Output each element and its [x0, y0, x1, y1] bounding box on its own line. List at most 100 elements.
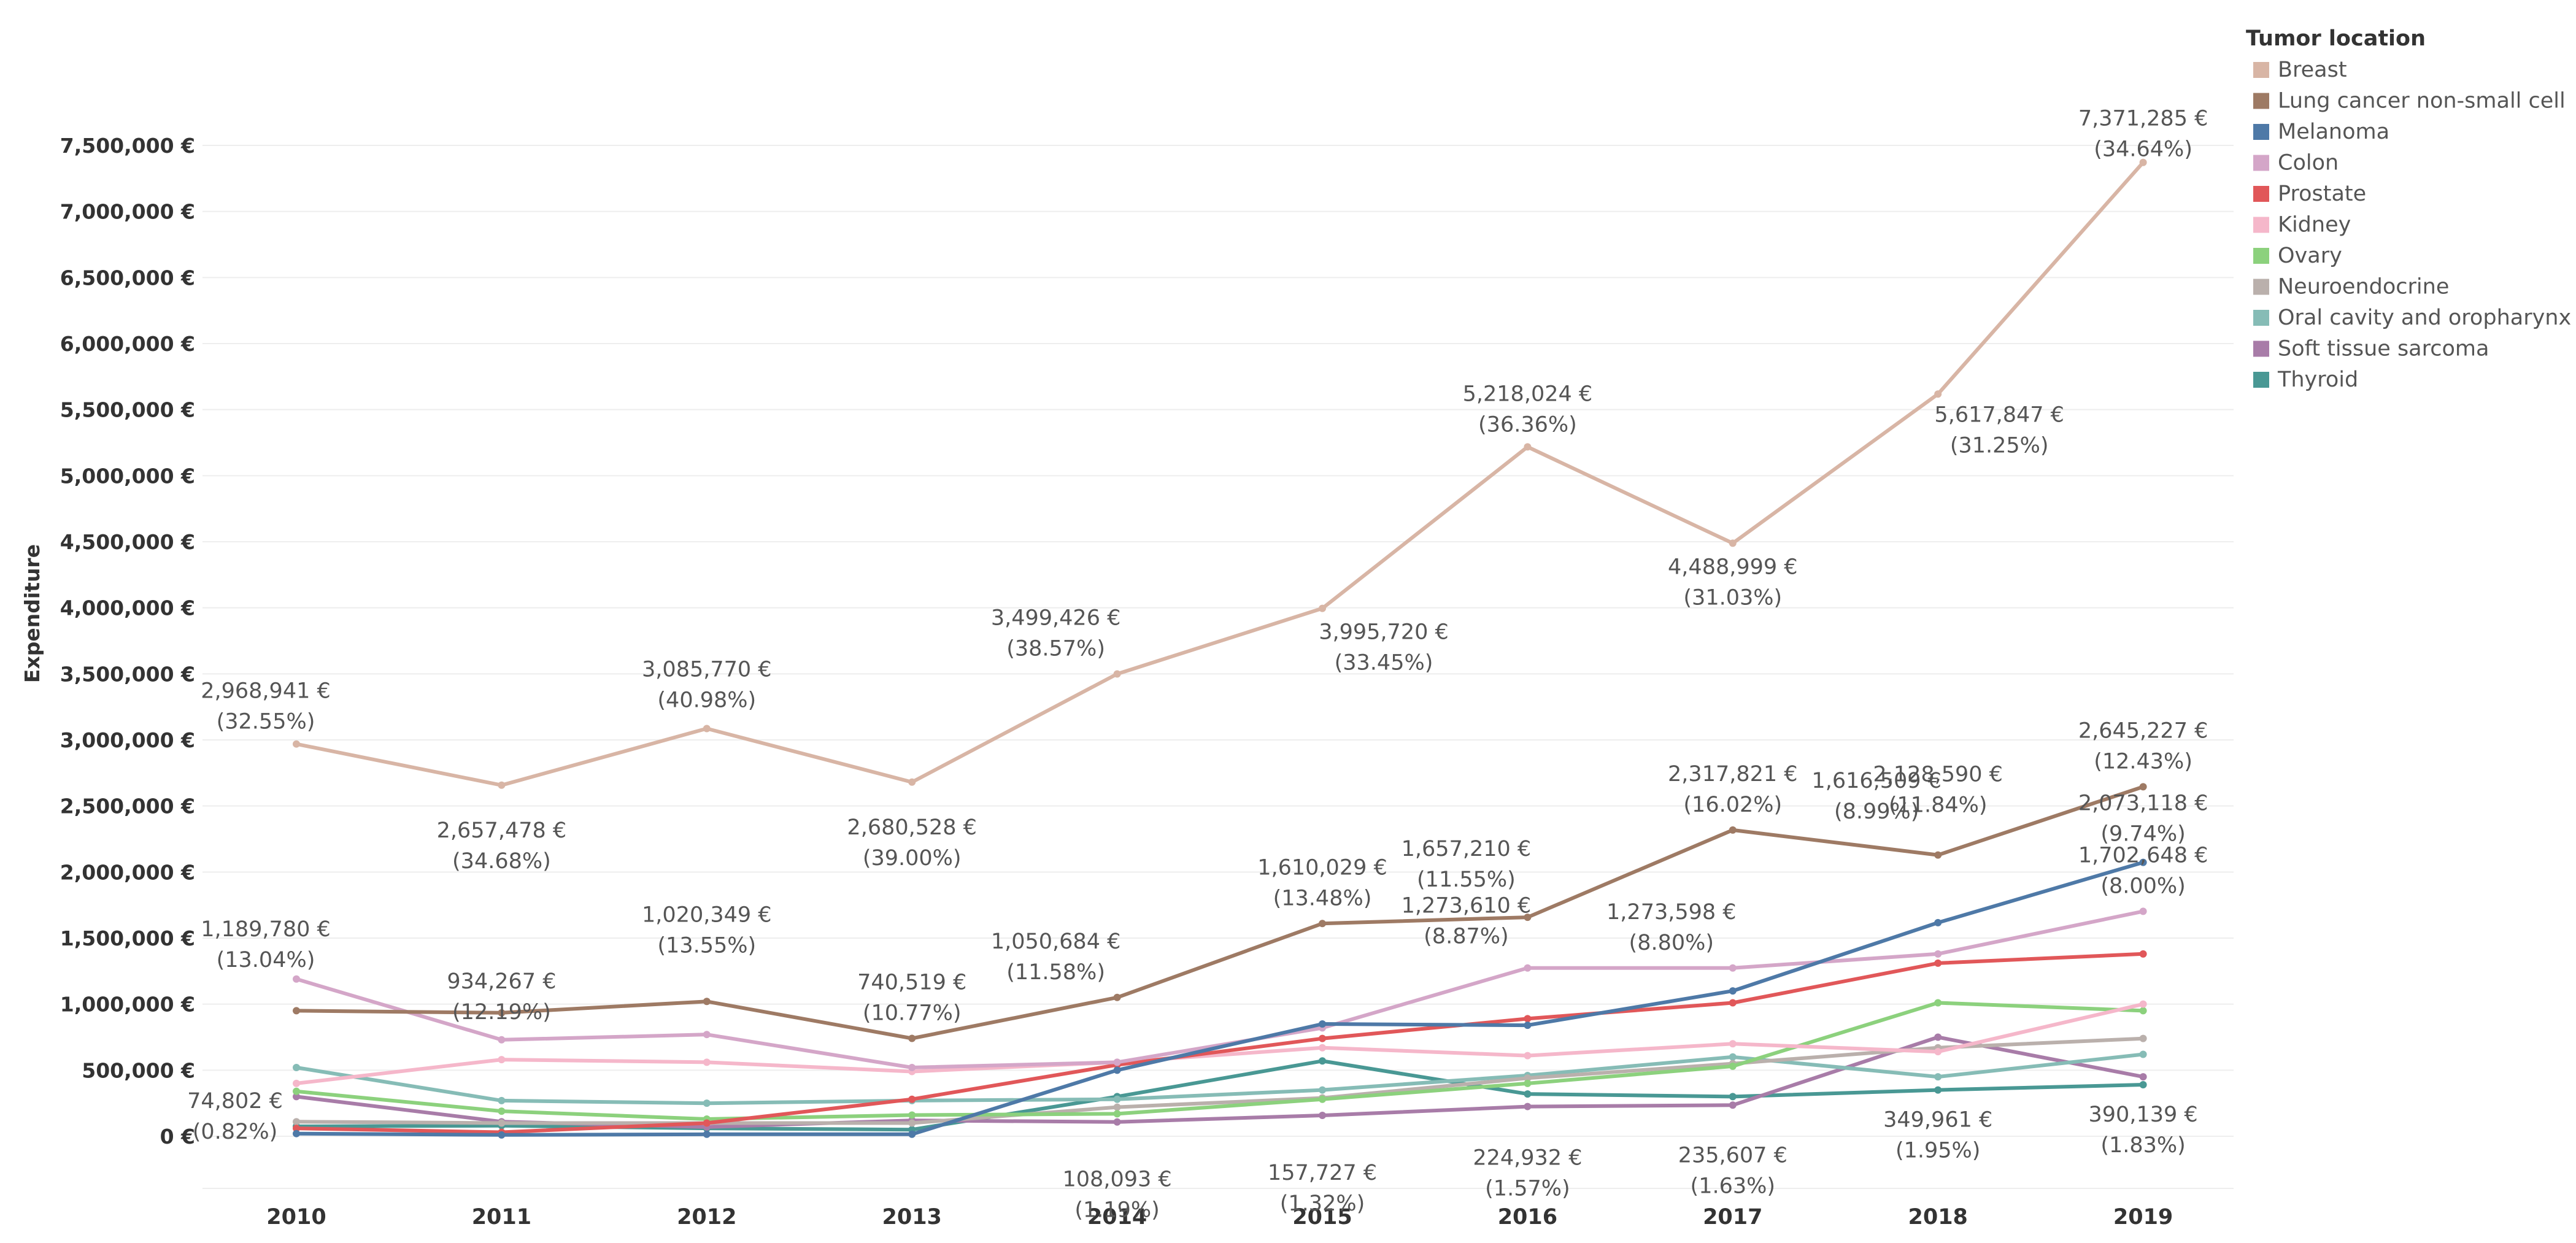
- data-point: [1319, 1112, 1326, 1120]
- data-label: 2,968,941 €: [201, 679, 331, 704]
- legend-swatch: [2253, 186, 2269, 202]
- legend-entry: Thyroid: [2277, 368, 2358, 392]
- data-point: [1319, 1020, 1326, 1028]
- data-label-percent: (11.58%): [1006, 960, 1105, 985]
- data-point: [293, 1125, 300, 1133]
- legend-entry: Lung cancer non-small cell: [2278, 89, 2566, 114]
- data-point: [2139, 158, 2147, 166]
- data-label-percent: (34.68%): [452, 849, 551, 874]
- legend-swatch: [2253, 155, 2269, 171]
- data-point: [2139, 783, 2147, 791]
- legend-title: Tumor location: [2246, 26, 2426, 51]
- data-label-percent: (40.98%): [657, 688, 756, 713]
- data-point: [1729, 1101, 1737, 1109]
- data-label-percent: (10.77%): [863, 1001, 962, 1026]
- data-label-percent: (8.80%): [1629, 931, 1714, 955]
- data-label-percent: (12.43%): [2094, 749, 2192, 774]
- data-label: 224,932 €: [1473, 1146, 1582, 1171]
- data-label-percent: (34.64%): [2094, 137, 2192, 162]
- data-point: [1729, 964, 1737, 972]
- data-point: [1319, 1086, 1326, 1094]
- data-point: [1319, 604, 1326, 612]
- legend-entry: Colon: [2278, 151, 2339, 175]
- data-label-percent: (1.83%): [2100, 1133, 2186, 1158]
- x-axis: 2010 2011 2012 2013 2014 2015 2016 2017 2018 2019: [266, 1205, 2173, 1230]
- data-point: [1524, 1022, 1532, 1029]
- data-point: [908, 1119, 916, 1127]
- data-label-percent: (13.04%): [217, 948, 315, 972]
- legend-swatch: [2253, 217, 2269, 233]
- data-point: [908, 1130, 916, 1138]
- x-tick-label: 2018: [1908, 1205, 1967, 1230]
- data-label: 4,488,999 €: [1668, 555, 1798, 579]
- series-line: [295, 1002, 2145, 1085]
- data-point: [498, 1056, 506, 1064]
- data-point: [1934, 1086, 1942, 1094]
- data-labels: 2,968,941 € (32.55%) 2,657,478 € (34.68%) 3,…: [187, 107, 2208, 1223]
- data-label-percent: (9.74%): [2100, 822, 2186, 847]
- data-label: 349,961 €: [1883, 1108, 1992, 1133]
- y-tick-label: 5,000,000 €: [60, 464, 195, 488]
- data-point: [498, 1131, 506, 1139]
- data-label: 2,657,478 €: [437, 818, 567, 843]
- data-point: [1113, 1118, 1121, 1126]
- y-axis-title: Expenditure: [20, 544, 44, 683]
- data-label-percent: (33.45%): [1335, 651, 1433, 675]
- y-tick-label: 0 €: [160, 1125, 195, 1149]
- data-label: 2,317,821 €: [1668, 762, 1798, 787]
- data-point: [1934, 950, 1942, 958]
- data-point: [1319, 1034, 1326, 1042]
- data-point: [293, 1079, 300, 1087]
- series-line: [295, 860, 2145, 1137]
- legend-swatch: [2253, 279, 2269, 295]
- x-tick-label: 2011: [472, 1205, 531, 1230]
- data-label-percent: (8.00%): [2100, 874, 2186, 898]
- data-point: [1113, 1095, 1121, 1103]
- x-tick-label: 2012: [677, 1205, 736, 1230]
- data-point: [293, 975, 300, 983]
- legend-swatch: [2253, 372, 2269, 388]
- gridlines: [202, 145, 2234, 1189]
- legend-swatch: [2253, 248, 2269, 264]
- data-label-percent: (39.00%): [863, 846, 962, 871]
- data-point: [1524, 1052, 1532, 1060]
- data-point: [1934, 1048, 1942, 1056]
- legend-entry: Soft tissue sarcoma: [2278, 337, 2489, 361]
- y-tick-label: 3,000,000 €: [60, 728, 195, 752]
- data-label: 934,267 €: [447, 969, 556, 994]
- data-label-percent: (1.32%): [1280, 1191, 1365, 1216]
- data-point: [293, 1064, 300, 1072]
- data-point: [1319, 1057, 1326, 1065]
- data-point: [1524, 1074, 1532, 1082]
- data-point: [293, 1118, 300, 1126]
- y-axis: 0 € 500,000 € 1,000,000 € 1,500,000 € 2,000,…: [60, 134, 195, 1149]
- legend-entry: Kidney: [2278, 213, 2351, 237]
- data-point: [293, 1007, 300, 1015]
- data-point: [1524, 1079, 1532, 1087]
- data-point: [703, 1058, 711, 1066]
- series-line: [295, 160, 2145, 787]
- data-point: [498, 1009, 506, 1017]
- data-point: [293, 1093, 300, 1101]
- data-label-percent: (8.87%): [1424, 925, 1509, 949]
- legend-swatch: [2253, 93, 2269, 109]
- data-point: [703, 1130, 711, 1138]
- data-point: [1319, 1095, 1326, 1103]
- legend-swatch: [2253, 124, 2269, 140]
- x-tick-label: 2016: [1498, 1205, 1557, 1230]
- data-label: 1,657,210 €: [1402, 837, 1532, 861]
- data-point: [293, 1087, 300, 1095]
- x-tick-label: 2010: [266, 1205, 326, 1230]
- data-point: [2139, 1080, 2147, 1088]
- data-point: [703, 1119, 711, 1127]
- data-point: [293, 1129, 300, 1137]
- data-label-percent: (13.55%): [657, 933, 756, 958]
- data-label: 3,085,770 €: [642, 658, 772, 682]
- data-label: 1,610,029 €: [1257, 855, 1387, 880]
- y-tick-label: 5,500,000 €: [60, 398, 195, 422]
- data-label: 1,273,598 €: [1606, 900, 1737, 925]
- legend-entry: Neuroendocrine: [2278, 275, 2449, 299]
- data-label-percent: (31.03%): [1683, 585, 1782, 610]
- x-tick-label: 2015: [1292, 1205, 1352, 1230]
